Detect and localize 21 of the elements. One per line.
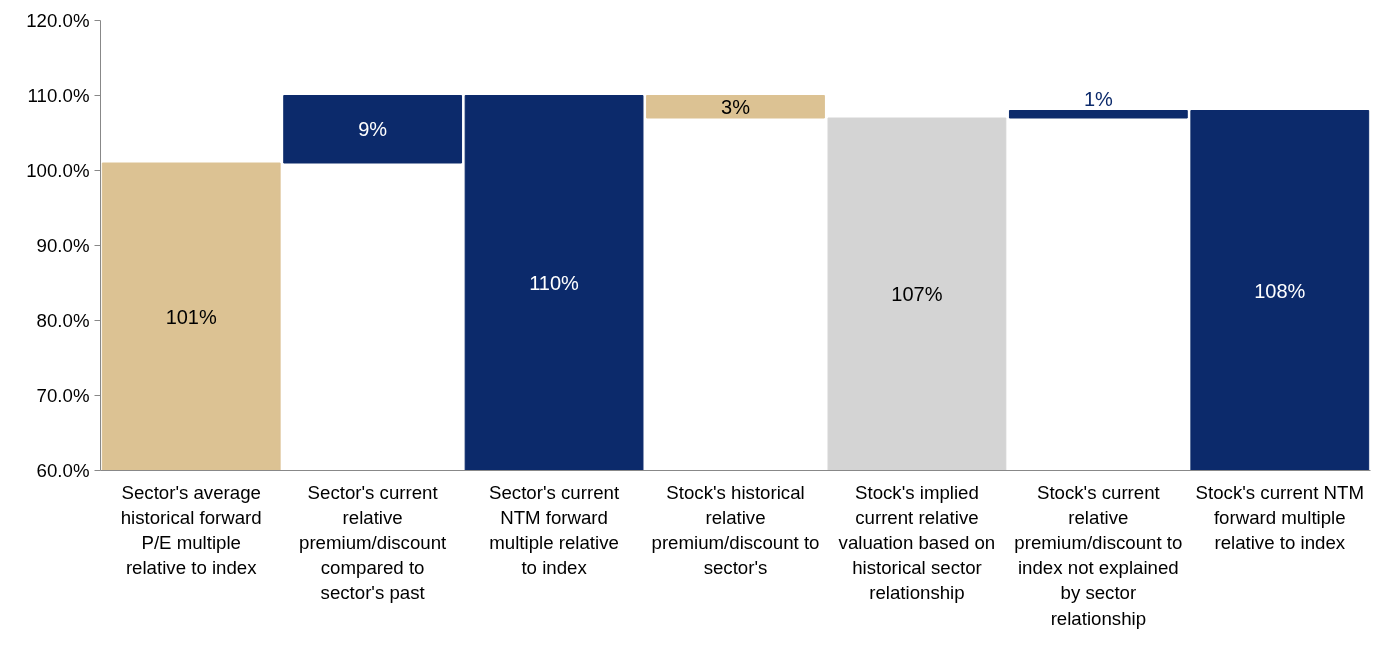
- data-label: 3%: [721, 95, 751, 118]
- data-label: 9%: [358, 118, 388, 141]
- y-tick-label: 120.0%: [26, 10, 90, 31]
- y-tick-label: 100.0%: [26, 160, 90, 181]
- x-tick-label: Sector's average historical forward P/E multiple relative to index: [120, 481, 262, 579]
- data-label: 1%: [1083, 88, 1114, 111]
- data-label: 101%: [165, 305, 218, 328]
- data-label: 110%: [529, 272, 580, 294]
- x-tick-label: Stock's historical relative premium/discount to sector's: [651, 481, 820, 579]
- x-tick-label: Stock's implied current relative valuation based on historical sector relationship: [838, 481, 996, 604]
- y-tick-label: 80.0%: [36, 310, 90, 331]
- y-tick-label: 90.0%: [36, 235, 90, 256]
- x-tick-label: Stock's current relative premium/discount to index not explained by sector relationship: [1014, 481, 1183, 629]
- data-label: 108%: [1254, 279, 1306, 302]
- x-tick-label: Sector's current relative premium/discount compared to sector's past: [299, 481, 448, 604]
- y-tick-label: 70.0%: [36, 385, 90, 406]
- x-tick-label: Sector's current NTM forward multiple relative to index: [489, 481, 620, 579]
- x-tick-label: Stock's current NTM forward multiple relative to index: [1195, 481, 1364, 553]
- y-tick-label: 110.0%: [27, 85, 90, 106]
- data-label: 107%: [891, 283, 943, 306]
- y-tick-label: 60.0%: [36, 460, 90, 481]
